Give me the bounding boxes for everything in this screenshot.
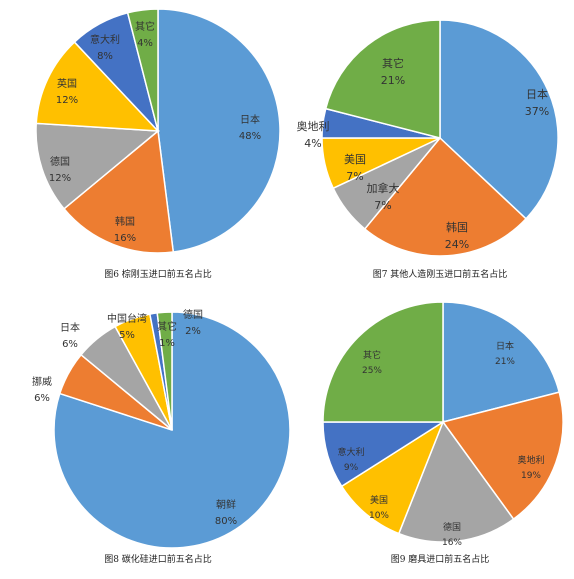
slice-percent-label: 16% xyxy=(442,538,462,548)
pie-slice xyxy=(322,301,444,423)
slice-percent-label: 4% xyxy=(137,38,153,49)
pie-slice xyxy=(324,19,441,139)
slice-label: 美国 xyxy=(370,494,388,506)
slice-label: 其它 xyxy=(135,20,155,33)
pie-slice xyxy=(156,311,173,431)
chart-caption-8: 图8 碳化硅进口前五名占比 xyxy=(104,553,212,565)
pie-chart-abrasive-tools: 日本 21% 奥地利 19% 德国 16% 美国 10% 意大利 9% 其它 25% xyxy=(322,301,564,548)
slice-percent-label: 5% xyxy=(119,330,135,341)
pie-slice xyxy=(397,420,515,543)
slice-percent-label: 21% xyxy=(495,357,515,367)
slice-label: 其它 xyxy=(363,349,381,361)
slice-label: 奥地利 xyxy=(517,454,544,466)
slice-percent-label: 8% xyxy=(97,51,113,62)
slice-label: 德国 xyxy=(50,155,70,168)
chart-caption-9: 图9 磨具进口前五名占比 xyxy=(391,553,490,565)
chart-caption-7: 图7 其他人造刚玉进口前五名占比 xyxy=(373,268,508,280)
pie-slice xyxy=(53,311,291,549)
slice-percent-label: 80% xyxy=(215,516,237,527)
slice-percent-label: 7% xyxy=(374,199,391,212)
slice-percent-label: 48% xyxy=(239,131,261,142)
slice-label: 韩国 xyxy=(446,220,468,234)
slice-percent-label: 24% xyxy=(445,238,469,251)
slice-percent-label: 16% xyxy=(114,233,136,244)
slice-percent-label: 1% xyxy=(159,338,175,349)
slice-label: 德国 xyxy=(443,521,461,533)
slice-percent-label: 2% xyxy=(185,326,201,337)
chart-caption-6: 图6 棕刚玉进口前五名占比 xyxy=(104,268,212,280)
slice-percent-label: 9% xyxy=(344,463,359,473)
pie-slice xyxy=(35,122,160,210)
slice-label: 德国 xyxy=(183,308,203,321)
slice-label: 日本 xyxy=(60,321,80,334)
pie-slice xyxy=(35,41,160,132)
pie-slice xyxy=(340,420,445,535)
slice-percent-label: 25% xyxy=(362,366,382,376)
slice-label: 意大利 xyxy=(337,446,364,458)
slice-percent-label: 10% xyxy=(369,511,389,521)
slice-label: 其它 xyxy=(157,320,177,333)
pie-slice xyxy=(62,129,175,254)
slice-percent-label: 4% xyxy=(304,137,321,150)
slice-percent-label: 6% xyxy=(34,393,50,404)
pie-chart-other-corundum: 日本 37% 韩国 24% 加拿大 7% 美国 7% 奥地利 4% 其它 21% xyxy=(297,19,559,257)
slice-label: 其它 xyxy=(382,56,404,70)
slice-percent-label: 37% xyxy=(525,105,549,118)
slice-percent-label: 6% xyxy=(62,339,78,350)
pie-chart-brown-corundum: 日本 48% 韩国 16% 德国 12% 英国 12% 意大利 8% 其它 4% xyxy=(35,8,281,254)
slice-percent-label: 21% xyxy=(381,74,405,87)
slice-percent-label: 12% xyxy=(49,173,71,184)
slice-percent-label: 7% xyxy=(346,170,363,183)
slice-label: 韩国 xyxy=(115,215,135,228)
pie-slice xyxy=(439,19,559,220)
pie-slice xyxy=(441,391,564,521)
slice-label: 加拿大 xyxy=(367,181,400,195)
slice-label: 朝鲜 xyxy=(216,498,236,511)
slice-label: 日本 xyxy=(496,340,514,352)
slice-label: 意大利 xyxy=(90,33,120,46)
pie-slice xyxy=(363,136,528,257)
pie-chart-silicon-carbide: 朝鲜 80% 挪威 6% 日本 6% 中国台湾 5% 其它 1% 德国 2% xyxy=(32,308,291,549)
slice-percent-label: 19% xyxy=(521,471,541,481)
slice-label: 美国 xyxy=(344,153,366,166)
slice-label: 挪威 xyxy=(32,375,52,388)
slice-percent-label: 12% xyxy=(56,95,78,106)
slice-label: 中国台湾 xyxy=(107,312,147,325)
pie-slice xyxy=(157,8,281,253)
slice-label: 日本 xyxy=(240,113,260,126)
slice-label: 日本 xyxy=(526,87,548,101)
slice-label: 奥地利 xyxy=(297,119,330,133)
pie-slice xyxy=(442,301,561,423)
pie-slice xyxy=(126,8,159,132)
slice-label: 英国 xyxy=(57,77,77,90)
